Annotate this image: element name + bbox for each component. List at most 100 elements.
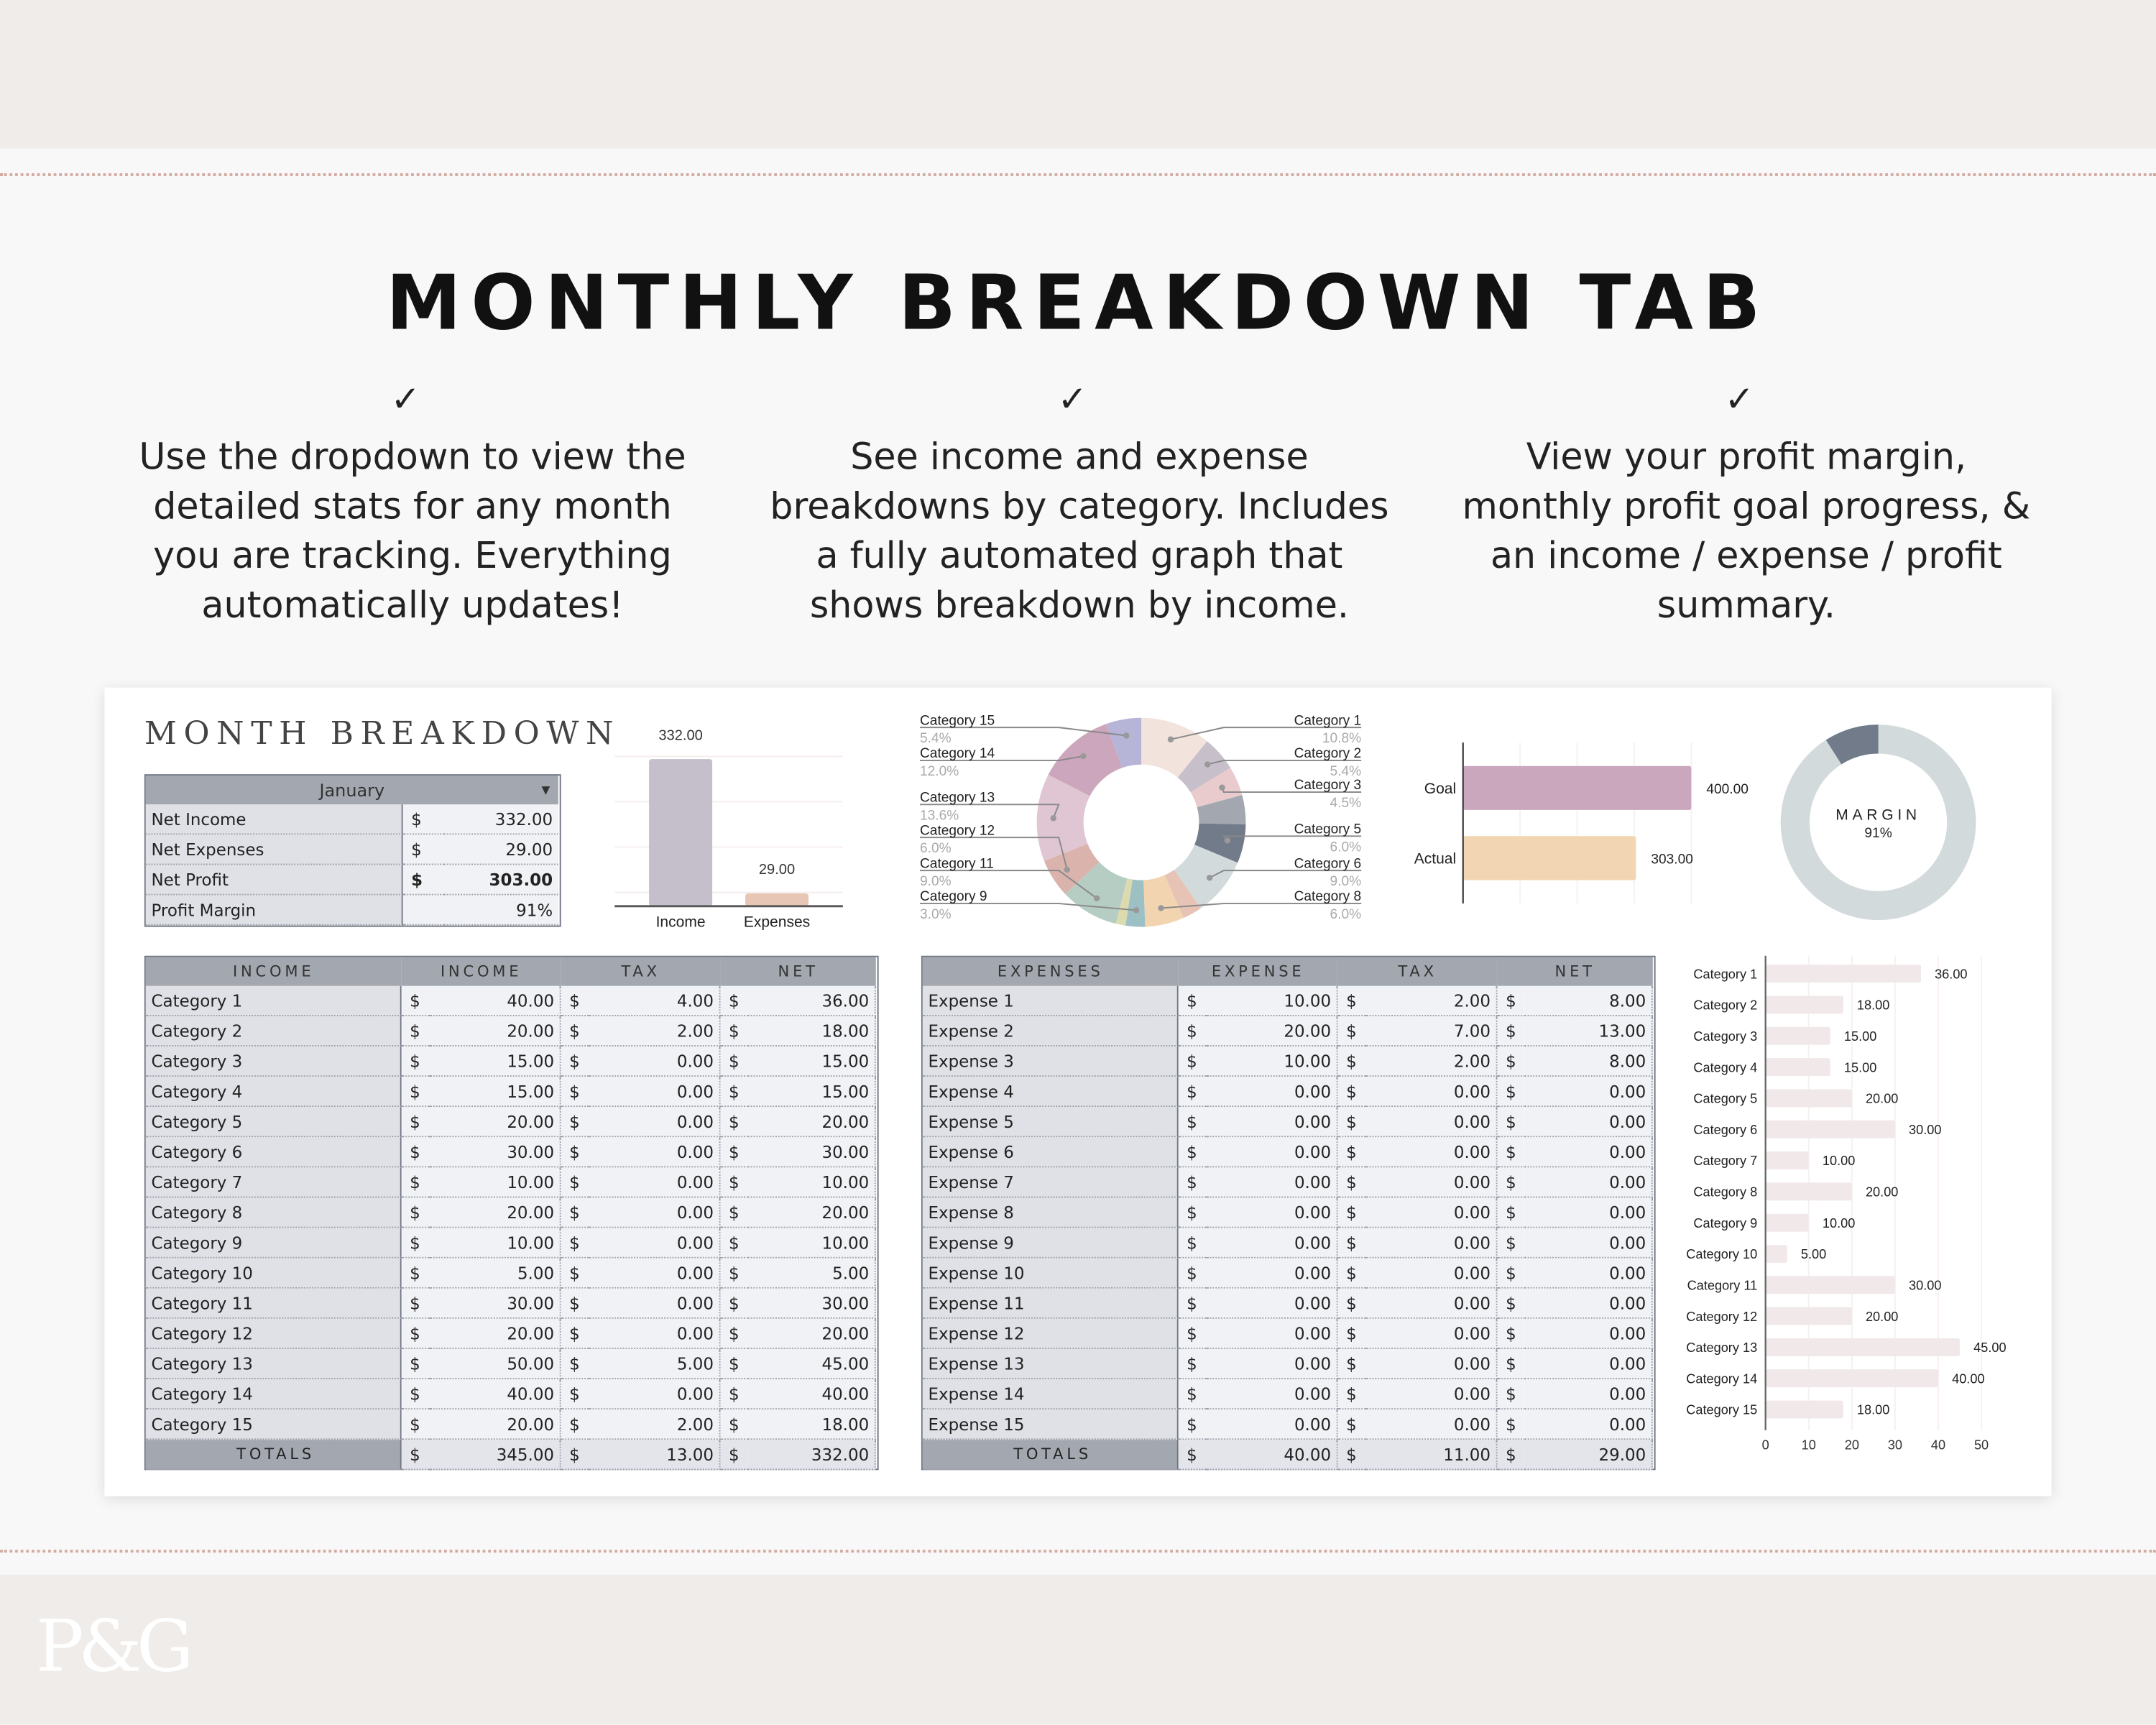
amount-cell: 2.00 — [588, 1016, 721, 1047]
amount-cell: 0.00 — [1365, 1379, 1498, 1410]
currency-symbol: $ — [1178, 1107, 1206, 1138]
amount-cell: 20.00 — [428, 1409, 561, 1440]
leader-dot — [1080, 753, 1087, 760]
slice-category-10 — [1115, 878, 1133, 926]
row-label: Category 10 — [145, 1258, 402, 1289]
table-row: Category 4 $15.00 $0.00 $15.00 — [145, 1077, 876, 1108]
amount-cell: 30.00 — [747, 1137, 876, 1168]
currency-symbol: $ — [1337, 1137, 1365, 1168]
data-label: 40.00 — [1952, 1371, 1984, 1386]
margin-title: MARGIN — [1835, 806, 1921, 823]
table-row: Category 11 $30.00 $0.00 $30.00 — [145, 1288, 876, 1319]
slice-category-3 — [1190, 768, 1243, 808]
amount-cell: 0.00 — [1365, 1137, 1498, 1168]
currency-symbol: $ — [1178, 1288, 1206, 1319]
amount-cell: 0.00 — [1205, 1348, 1338, 1380]
amount-cell: 2.00 — [1365, 985, 1498, 1016]
currency-symbol: $ — [561, 1379, 589, 1410]
table-row: Expense 1 $10.00 $2.00 $8.00 — [922, 985, 1653, 1016]
currency-symbol: $ — [1337, 1440, 1365, 1471]
amount-cell: 20.00 — [428, 1107, 561, 1138]
currency-symbol: $ — [561, 1318, 589, 1349]
data-label: 20.00 — [1866, 1092, 1898, 1106]
slice-percent: 13.6% — [920, 808, 959, 823]
currency-symbol: $ — [1337, 1167, 1365, 1198]
leader-dot — [1050, 815, 1056, 822]
slice-category-13 — [1036, 774, 1090, 861]
amount-cell: 0.00 — [1205, 1228, 1338, 1259]
summary-value: 303.00 — [443, 865, 558, 896]
amount-cell: 0.00 — [1524, 1258, 1653, 1289]
category-bar — [1765, 1245, 1787, 1263]
slice-percent: 3.0% — [920, 907, 952, 922]
bar-actual — [1462, 836, 1636, 880]
amount-cell: 0.00 — [588, 1167, 721, 1198]
amount-cell: 0.00 — [1524, 1197, 1653, 1228]
currency-symbol: $ — [1178, 1258, 1206, 1289]
table-row: Expense 14 $0.00 $0.00 $0.00 — [922, 1379, 1653, 1410]
data-label: 30.00 — [1909, 1123, 1941, 1137]
row-label: Expense 9 — [922, 1228, 1179, 1259]
currency-symbol: $ — [1337, 1379, 1365, 1410]
currency-symbol: $ — [720, 1137, 748, 1168]
currency-symbol: $ — [401, 1137, 429, 1168]
row-label: Category 3 — [145, 1046, 402, 1077]
amount-cell: 45.00 — [747, 1348, 876, 1380]
currency-symbol: $ — [720, 1409, 748, 1440]
slice-label: Category 9 — [920, 889, 987, 904]
amount-cell: 13.00 — [588, 1440, 721, 1471]
data-label: 29.00 — [759, 862, 795, 878]
row-label: Expense 5 — [922, 1107, 1179, 1138]
feature-line: shows breakdown by income. — [809, 584, 1350, 627]
row-label: Expense 7 — [922, 1167, 1179, 1198]
amount-cell: 5.00 — [588, 1348, 721, 1380]
chevron-down-icon[interactable]: ▼ — [541, 783, 550, 796]
amount-cell: 332.00 — [747, 1440, 876, 1471]
currency-symbol: $ — [401, 1228, 429, 1259]
month-summary-table: January ▼ Net Income $332.00 Net Expenses $… — [144, 774, 561, 927]
margin-value: 91% — [1864, 826, 1892, 841]
amount-cell: 0.00 — [1205, 1379, 1338, 1410]
table-row: Expense 10 $0.00 $0.00 $0.00 — [922, 1258, 1653, 1289]
data-label: 10.00 — [1823, 1216, 1855, 1230]
y-tick-label: Category 4 — [1693, 1060, 1757, 1075]
table-row: Category 6 $30.00 $0.00 $30.00 — [145, 1137, 876, 1168]
amount-cell: 40.00 — [428, 985, 561, 1016]
category-bar — [1765, 995, 1843, 1014]
category-bar — [1765, 1089, 1852, 1108]
data-label: 303.00 — [1651, 852, 1693, 868]
amount-cell: 0.00 — [1365, 1258, 1498, 1289]
divider — [0, 173, 2156, 176]
amount-cell: 0.00 — [1205, 1318, 1338, 1349]
amount-cell: 0.00 — [588, 1137, 721, 1168]
amount-cell: 5.00 — [747, 1258, 876, 1289]
y-tick-label: Category 2 — [1693, 998, 1757, 1013]
row-label: Expense 8 — [922, 1197, 1179, 1228]
slice-category-8 — [1143, 875, 1184, 927]
currency-symbol: $ — [1497, 1318, 1525, 1349]
page-title: MONTHLY BREAKDOWN TAB — [386, 258, 1770, 347]
column-header: INCOME — [145, 957, 402, 986]
row-label: Expense 15 — [922, 1409, 1179, 1440]
feature-description: View your profit margin, monthly profit g… — [1416, 433, 2076, 632]
column-header: TAX — [1337, 957, 1498, 986]
category-bar — [1765, 1058, 1830, 1077]
month-dropdown[interactable]: January ▼ — [145, 776, 558, 805]
x-tick-label: 30 — [1888, 1438, 1902, 1453]
amount-cell: 0.00 — [1365, 1197, 1498, 1228]
feature-description: Use the dropdown to view the detailed sta… — [83, 433, 742, 632]
slice-label: Category 14 — [920, 746, 995, 761]
checkmark-icon: ✓ — [390, 380, 421, 421]
category-bar — [1765, 1182, 1852, 1201]
table-row: Category 2 $20.00 $2.00 $18.00 — [145, 1016, 876, 1047]
currency-symbol: $ — [1337, 1348, 1365, 1380]
leader-line — [919, 804, 1060, 819]
column-header: NET — [1497, 957, 1653, 986]
slice-percent: 9.0% — [920, 874, 952, 889]
expense-table: EXPENSES EXPENSE TAX NET Expense 1 $10.00 $2.0… — [921, 955, 1656, 1471]
currency-symbol: $ — [1497, 1258, 1525, 1289]
column-header: NET — [720, 957, 876, 986]
category-bar — [1765, 1120, 1895, 1138]
amount-cell: 10.00 — [747, 1167, 876, 1198]
table-row: Expense 4 $0.00 $0.00 $0.00 — [922, 1077, 1653, 1108]
